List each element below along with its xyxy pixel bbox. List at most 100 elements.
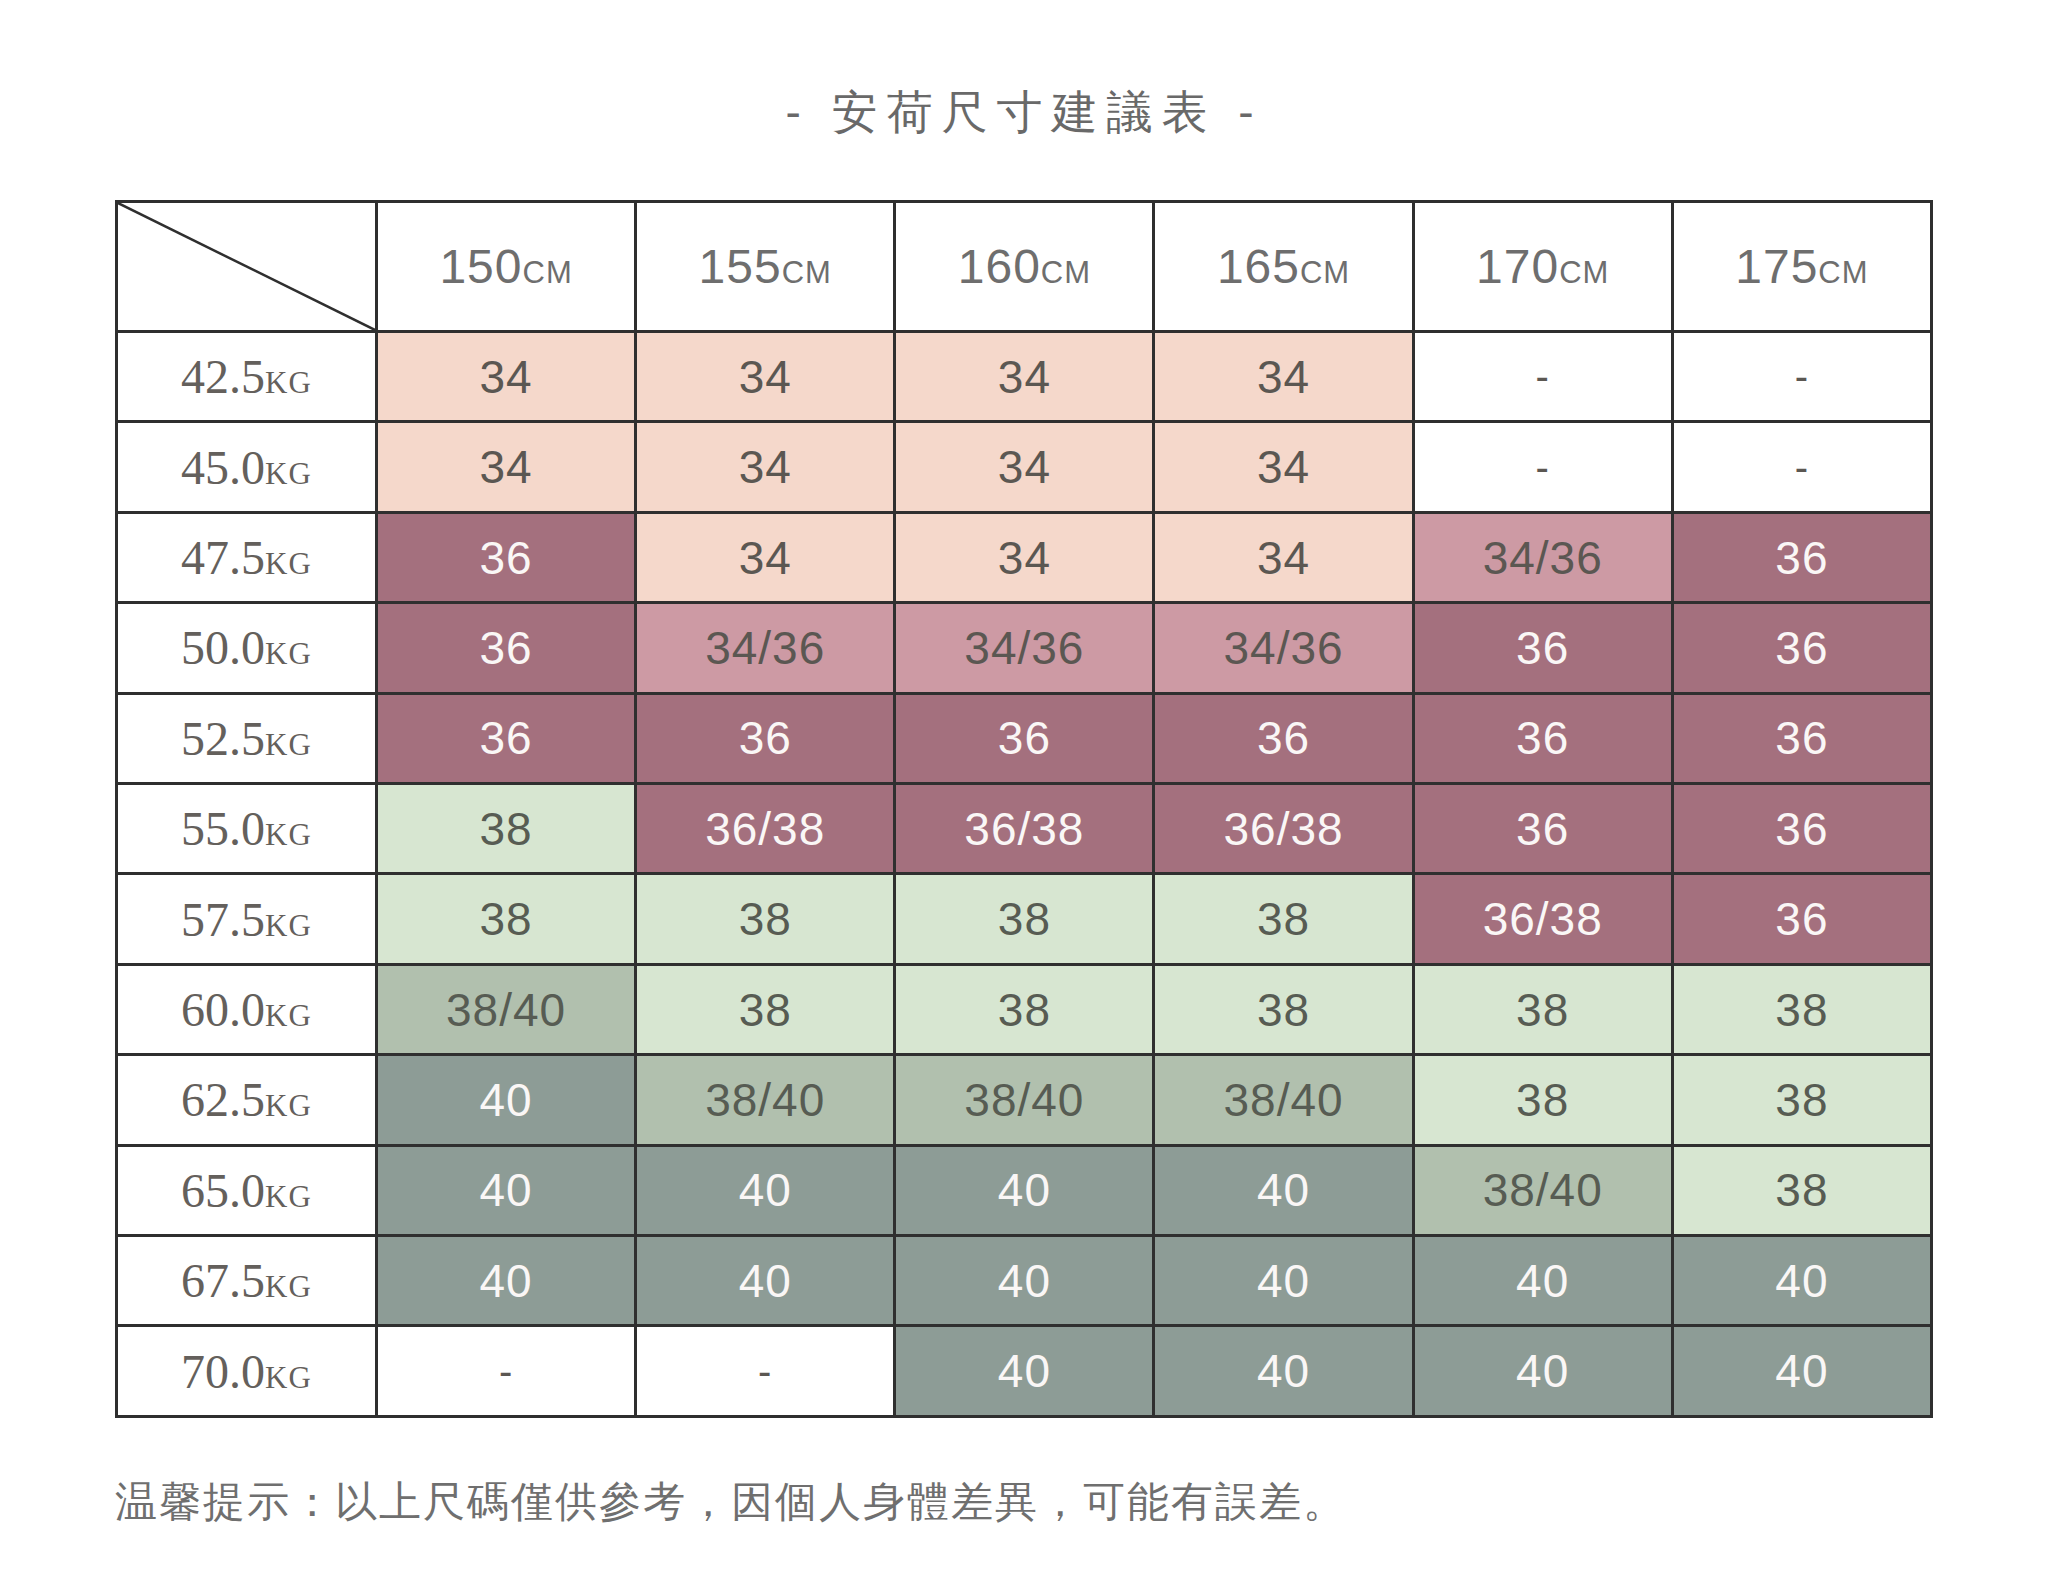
weight-value: 67.5 [181,1254,265,1307]
height-unit: CM [1300,255,1350,290]
height-unit: CM [523,255,573,290]
weight-value: 65.0 [181,1164,265,1217]
row-header-70.0kg: 70.0KG [117,1326,377,1417]
size-cell: 38 [1154,874,1413,964]
size-cell: 34 [1154,512,1413,602]
col-header-175cm: 175CM [1672,202,1931,332]
weight-value: 55.0 [181,802,265,855]
table-row: 55.0KG3836/3836/3836/383636 [117,784,1932,874]
size-cell: 34 [377,422,636,512]
size-chart-table: 150CM155CM160CM165CM170CM175CM 42.5KG343… [115,200,1933,1418]
table-row: 67.5KG404040404040 [117,1236,1932,1326]
size-cell: 34 [636,512,895,602]
table-row: 52.5KG363636363636 [117,693,1932,783]
size-cell: - [1413,422,1672,512]
size-cell: 40 [1154,1236,1413,1326]
height-unit: CM [1559,255,1609,290]
col-header-170cm: 170CM [1413,202,1672,332]
weight-value: 62.5 [181,1073,265,1126]
size-cell: 38 [1672,1055,1931,1145]
col-header-160cm: 160CM [895,202,1154,332]
row-header-57.5kg: 57.5KG [117,874,377,964]
row-header-62.5kg: 62.5KG [117,1055,377,1145]
weight-unit: KG [265,817,312,852]
table-row: 50.0KG3634/3634/3634/363636 [117,603,1932,693]
weight-unit: KG [265,1179,312,1214]
size-cell: 36 [377,693,636,783]
footer-note: 温馨提示：以上尺碼僅供參考，因個人身體差異，可能有誤差。 [115,1474,1347,1530]
col-header-155cm: 155CM [636,202,895,332]
size-cell: 40 [1413,1236,1672,1326]
size-chart-page: - 安荷尺寸建議表 - 150CM155CM160CM165CM170CM175… [0,0,2048,1593]
size-cell: 36 [1413,784,1672,874]
size-cell: 34/36 [1154,603,1413,693]
size-cell: 34 [1154,422,1413,512]
weight-unit: KG [265,1360,312,1395]
size-cell: 38 [636,874,895,964]
table-row: 65.0KG4040404038/4038 [117,1145,1932,1235]
size-cell: - [1413,332,1672,422]
row-header-45.0kg: 45.0KG [117,422,377,512]
size-cell: 38 [1413,964,1672,1054]
size-cell: 34 [895,332,1154,422]
size-cell: 38 [377,784,636,874]
height-value: 150 [439,240,522,293]
weight-unit: KG [265,1269,312,1304]
size-cell: 34 [895,422,1154,512]
size-cell: - [636,1326,895,1417]
size-cell: 38 [1154,964,1413,1054]
size-cell: 34/36 [895,603,1154,693]
table-row: 70.0KG--40404040 [117,1326,1932,1417]
size-cell: - [377,1326,636,1417]
size-cell: 34 [377,332,636,422]
size-cell: - [1672,422,1931,512]
size-cell: - [1672,332,1931,422]
height-unit: CM [1818,255,1868,290]
size-cell: 40 [895,1326,1154,1417]
row-header-65.0kg: 65.0KG [117,1145,377,1235]
height-value: 175 [1735,240,1818,293]
table-row: 42.5KG34343434-- [117,332,1932,422]
size-cell: 36 [1413,603,1672,693]
col-header-165cm: 165CM [1154,202,1413,332]
weight-value: 47.5 [181,531,265,584]
size-cell: 36 [377,512,636,602]
weight-unit: KG [265,1088,312,1123]
diagonal-line [118,203,375,330]
size-cell: 36 [895,693,1154,783]
weight-unit: KG [265,365,312,400]
corner-cell [117,202,377,332]
height-value: 155 [699,240,782,293]
size-cell: 40 [377,1055,636,1145]
size-cell: 40 [1672,1236,1931,1326]
size-cell: 34/36 [636,603,895,693]
row-header-50.0kg: 50.0KG [117,603,377,693]
size-cell: 40 [377,1236,636,1326]
size-cell: 34 [636,422,895,512]
weight-unit: KG [265,998,312,1033]
weight-value: 57.5 [181,893,265,946]
size-cell: 38/40 [1413,1145,1672,1235]
size-cell: 40 [377,1145,636,1235]
table-row: 57.5KG3838383836/3836 [117,874,1932,964]
size-cell: 38 [1413,1055,1672,1145]
height-value: 165 [1217,240,1300,293]
header-row: 150CM155CM160CM165CM170CM175CM [117,202,1932,332]
size-cell: 40 [1413,1326,1672,1417]
weight-value: 52.5 [181,712,265,765]
size-cell: 40 [636,1236,895,1326]
size-cell: 38/40 [636,1055,895,1145]
size-cell: 36 [1672,603,1931,693]
height-unit: CM [782,255,832,290]
row-header-47.5kg: 47.5KG [117,512,377,602]
table-row: 60.0KG38/403838383838 [117,964,1932,1054]
size-cell: 38/40 [895,1055,1154,1145]
weight-unit: KG [265,456,312,491]
row-header-67.5kg: 67.5KG [117,1236,377,1326]
size-cell: 40 [1672,1326,1931,1417]
size-cell: 38 [636,964,895,1054]
size-cell: 38 [895,874,1154,964]
size-cell: 38/40 [1154,1055,1413,1145]
table-row: 47.5KG3634343434/3636 [117,512,1932,602]
size-cell: 34/36 [1413,512,1672,602]
